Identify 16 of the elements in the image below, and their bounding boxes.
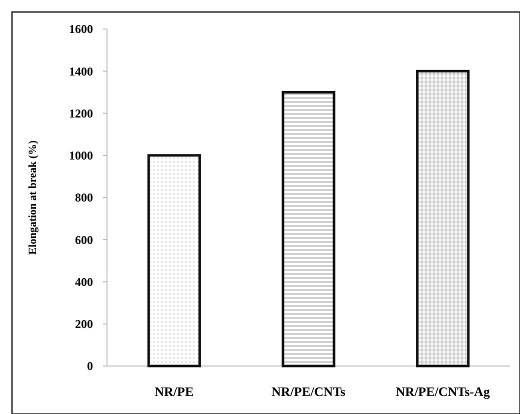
y-tick-label: 1400 [69, 64, 93, 78]
x-tick-label: NR/PE/CNTs [272, 384, 346, 399]
x-tick-label: NR/PE [154, 384, 194, 399]
y-tick-label: 400 [75, 274, 93, 289]
y-tick-label: 1200 [69, 106, 93, 120]
bar [282, 90, 336, 368]
y-tick-label: 1600 [69, 22, 93, 36]
y-tick-label: 200 [75, 317, 93, 332]
y-tick-label: 600 [75, 232, 93, 247]
y-tick-label: 800 [75, 190, 93, 205]
y-tick-label: 1000 [69, 148, 93, 163]
y-axis-title: Elongation at break (%) [27, 140, 39, 255]
x-tick-label: NR/PE/CNTs-Ag [396, 384, 490, 399]
bar [416, 70, 470, 368]
bar [147, 154, 201, 368]
y-tick-label: 0 [87, 359, 93, 374]
